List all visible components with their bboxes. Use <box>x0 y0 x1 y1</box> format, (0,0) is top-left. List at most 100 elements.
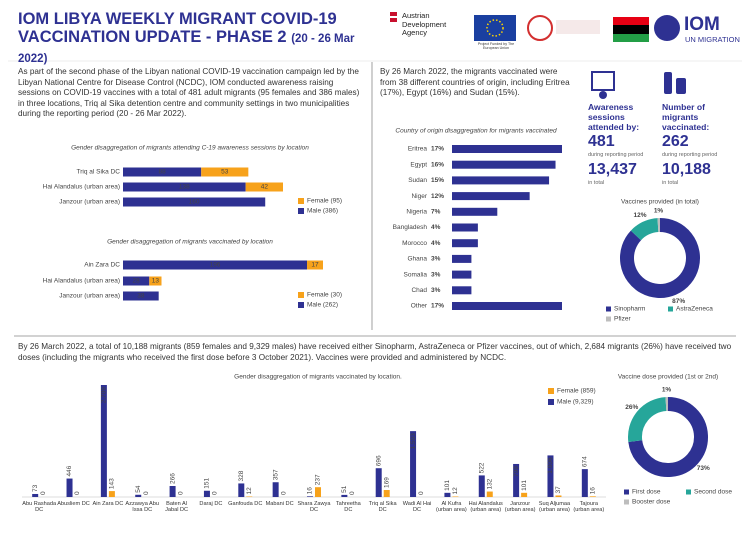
value-label: 13 <box>152 278 160 285</box>
category-label: Tajoura (urban area) <box>573 501 605 514</box>
logo-ncdc <box>556 20 600 34</box>
value-label: 12 <box>246 487 253 495</box>
value-label: 1% <box>662 387 672 394</box>
value-label: 138 <box>179 184 190 191</box>
value-label: 26% <box>625 404 638 411</box>
legend-label: Male (262) <box>307 302 338 309</box>
legend-label: Female (95) <box>307 198 342 205</box>
value-label: 266 <box>169 473 176 484</box>
category-label: Ain Zara DC <box>84 262 120 269</box>
category-label: Hai Alandalus (urban area) <box>468 501 503 514</box>
category-label: Bangladesh <box>393 224 428 231</box>
logo-text: Project Funded by The European Union <box>477 42 515 50</box>
bar <box>589 496 596 497</box>
legend-swatch <box>298 292 304 298</box>
donut-segment <box>628 397 667 443</box>
value-label: 101 <box>444 480 451 491</box>
value-label: 17 <box>311 262 319 269</box>
stat-caption: in total <box>662 180 679 186</box>
value-label: 16% <box>431 161 444 168</box>
bar <box>452 207 498 216</box>
bar-segment <box>149 276 162 286</box>
value-label: 15% <box>431 177 444 184</box>
stat-label: Awareness sessions attended by: <box>588 102 640 132</box>
bar <box>452 239 478 248</box>
logo-flag <box>390 16 397 18</box>
value-label: 16 <box>590 487 597 495</box>
bar <box>452 302 562 310</box>
legend-label: Male (386) <box>307 208 338 215</box>
bar <box>452 176 550 185</box>
category-label: Ghana <box>407 256 427 263</box>
value-label: 12 <box>452 487 459 495</box>
value-label: 0 <box>40 491 47 495</box>
value-label: 12% <box>633 212 646 219</box>
legend-label: Sinopharm <box>614 306 645 313</box>
value-label: 53 <box>221 169 229 176</box>
stat-label: Number of migrants vaccinated: <box>662 102 710 132</box>
category-label: Somalia <box>404 271 428 278</box>
category-label: Hai Alandalus (urban area) <box>43 278 120 285</box>
intro-text: As part of the second phase of the Libya… <box>18 67 360 119</box>
category-label: Daraj DC <box>199 501 223 507</box>
category-label: Egypt <box>410 161 427 168</box>
logo-libya-flag <box>613 34 649 42</box>
chart-title: Vaccine dose provided (1st or 2nd) <box>618 374 718 381</box>
category-label: Mabani DC <box>265 501 294 507</box>
category-label: Shara Zawya DC <box>297 501 331 514</box>
bar <box>452 223 478 232</box>
bar <box>486 491 493 497</box>
category-label: Triq al Sika DC <box>368 501 397 514</box>
chart-title: Gender disaggregation of migrants attend… <box>71 145 309 152</box>
category-label: Tahreetha DC <box>335 501 361 514</box>
value-label: 0 <box>74 491 81 495</box>
bar-segment <box>201 167 249 177</box>
value-label: 160 <box>189 199 200 206</box>
value-label: 17% <box>431 303 444 310</box>
value-label: 3% <box>431 271 441 278</box>
bar <box>32 493 39 497</box>
bar-segment <box>123 276 150 286</box>
stat-caption: in total <box>588 180 605 186</box>
value-label: 799 <box>513 466 520 477</box>
legend-swatch <box>548 388 554 394</box>
category-label: Al Kufra (urban area) <box>436 501 467 514</box>
value-label: 0 <box>212 491 219 495</box>
bar <box>66 478 73 497</box>
value-label: 12% <box>431 193 444 200</box>
value-label: 51 <box>341 485 348 493</box>
category-label: Ain Zara DC <box>92 501 124 507</box>
category-label: Niger <box>411 193 427 200</box>
icon-vial <box>676 78 686 94</box>
bar <box>383 490 390 497</box>
bar <box>452 254 472 263</box>
logo-eu <box>474 15 516 41</box>
stat-caption: during reporting period <box>662 152 718 158</box>
icon-syringe <box>664 72 672 94</box>
stat-value: 262 <box>662 133 689 150</box>
value-label: 0 <box>418 491 425 495</box>
stat-value: 13,437 <box>588 161 637 178</box>
category-label: Janzour (urban area) <box>59 293 120 300</box>
bar <box>203 490 210 497</box>
chart-title: Vaccines provided (in total) <box>621 199 699 206</box>
title: IOM LIBYA WEEKLY MIGRANT COVID-19 VACCIN… <box>18 10 378 68</box>
donut-segment <box>620 218 700 298</box>
bar <box>315 487 321 497</box>
value-label: 446 <box>66 465 73 476</box>
value-label: 1% <box>654 208 664 215</box>
value-label: 54 <box>135 485 142 493</box>
bar <box>169 486 176 497</box>
legend-label: Pfizer <box>614 316 631 323</box>
legend-swatch <box>606 316 611 322</box>
value-label: 169 <box>383 477 390 488</box>
value-label: 16 <box>307 487 314 495</box>
bar <box>307 496 313 497</box>
category-label: Suq Aljumaa (urban area) <box>538 501 571 514</box>
logo-text: UN MIGRATION <box>685 35 740 44</box>
category-label: Abusliem DC <box>57 501 90 507</box>
logo-text: Austrian Development Agency <box>402 11 447 37</box>
category-label: Eritrea <box>408 146 428 153</box>
bar <box>100 385 107 497</box>
